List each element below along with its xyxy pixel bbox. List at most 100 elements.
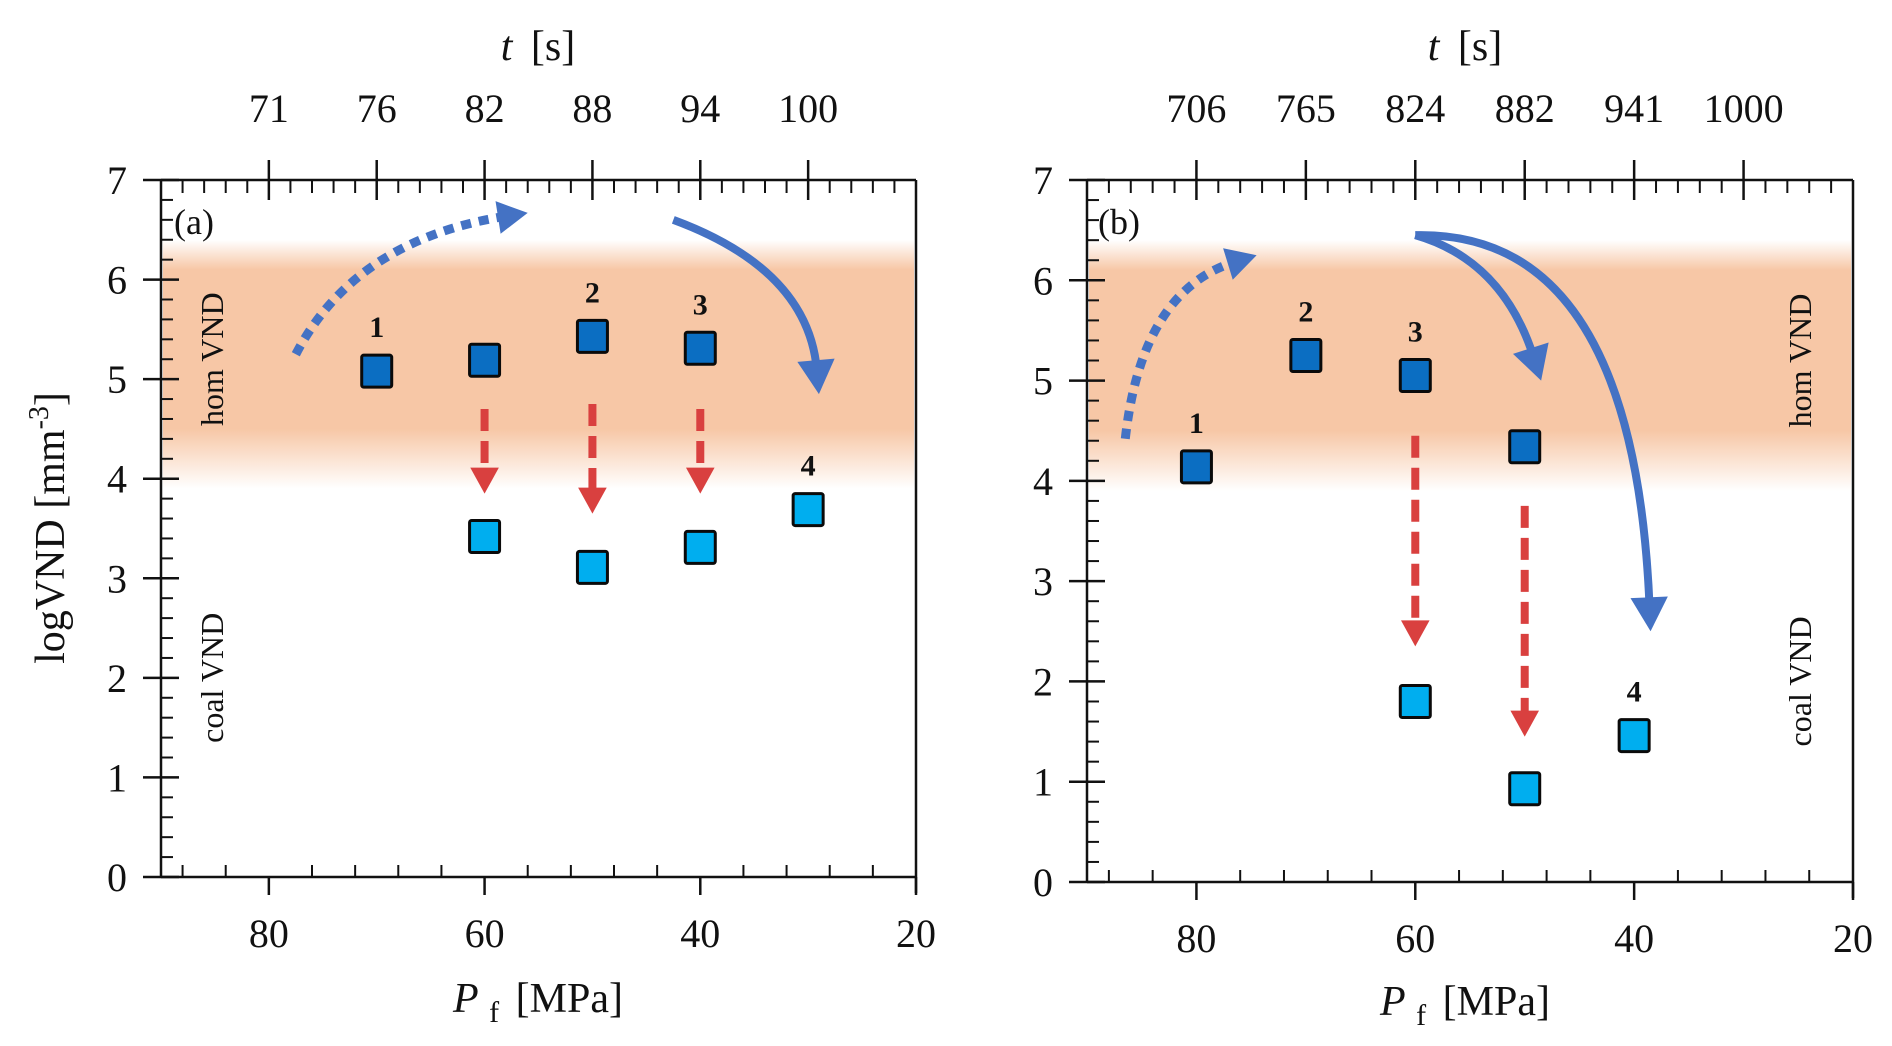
- top-tick-label: 824: [1385, 86, 1445, 131]
- data-point: [575, 549, 609, 585]
- x-axis-var: P: [1379, 979, 1406, 1025]
- red-arrow-head: [578, 487, 607, 514]
- top-axis-title: t [s]: [1428, 24, 1503, 70]
- top-tick-label: 82: [465, 86, 505, 131]
- annotations: [291, 201, 835, 514]
- data-point: [1398, 358, 1432, 394]
- blue-solid-arrow-shaft: [1414, 231, 1538, 359]
- y-tick-label: 4: [107, 457, 127, 502]
- data-point: [1508, 429, 1542, 465]
- top-tick-label: 71: [249, 86, 289, 131]
- point-label: 4: [1627, 676, 1642, 709]
- x-tick-label: 40: [1614, 916, 1654, 961]
- data-point: [683, 529, 717, 565]
- top-tick-label: 76: [357, 86, 397, 131]
- y-axis-main: logVND [mm: [28, 429, 74, 664]
- y-tick-label: 4: [1033, 459, 1053, 504]
- top-tick-label: 765: [1276, 86, 1336, 131]
- y-tick-label: 3: [1033, 559, 1053, 604]
- x-axis-unit: [MPa]: [516, 976, 623, 1022]
- blue-arrow-head: [1630, 596, 1668, 632]
- x-axis-title: P f [MPa]: [452, 976, 623, 1032]
- point-label: 3: [693, 288, 708, 321]
- red-arrow-head: [1510, 710, 1540, 737]
- red-arrow-head: [470, 467, 499, 494]
- hom-vnd-band-rect: [1089, 240, 1851, 491]
- red-arrow-head: [685, 467, 715, 494]
- panel-b: 1 2 3 4 80 60 40 20 706 765 824 882 941 1000 0 1 2 3 4 5 6 7…: [1033, 24, 1873, 1035]
- blue-dotted-arrow-shaft: [291, 211, 507, 357]
- x-tick-label: 40: [680, 911, 720, 956]
- y-tick-label: 2: [107, 656, 127, 701]
- top-tick-label: 882: [1495, 86, 1555, 131]
- region-label-coal: coal VND: [194, 613, 230, 743]
- point-label: 2: [1298, 296, 1313, 329]
- point-label: 1: [1189, 407, 1204, 440]
- point-label: 2: [585, 276, 600, 309]
- blue-solid-arrow-shaft: [1415, 231, 1654, 608]
- y-tick-label: 0: [107, 855, 127, 900]
- top-tick-label: 706: [1166, 86, 1226, 131]
- y-axis-sup: -3: [24, 406, 55, 429]
- panel-label: (b): [1098, 202, 1140, 242]
- data-point: [791, 492, 825, 528]
- axes: 80 60 40 20 71 76 82 88 94 100 0 1 2 3 4 5 6 7: [107, 86, 936, 956]
- region-label-coal: coal VND: [1782, 616, 1818, 746]
- data-point: [1398, 683, 1432, 719]
- top-tick-label: 100: [778, 86, 838, 131]
- top-tick-label: 1000: [1704, 86, 1784, 131]
- blue-solid-arrow-shaft: [671, 216, 821, 371]
- top-axis-title: t [s]: [501, 24, 576, 70]
- top-tick-label: 941: [1604, 86, 1664, 131]
- data-point: [360, 353, 394, 389]
- y-tick-label: 1: [1033, 760, 1053, 805]
- x-tick-label: 20: [1833, 916, 1873, 961]
- x-tick-label: 20: [896, 911, 936, 956]
- y-tick-label: 0: [1033, 860, 1053, 905]
- top-axis-var: t: [501, 24, 514, 70]
- panel-a: 1 2 3 4 80 60 40 20 71 76 82 88 94 100 0 1 2 3 4 5 6 7 (a) h…: [24, 24, 936, 1032]
- hom-vnd-band-rect: [163, 239, 914, 489]
- data-point: [1508, 771, 1542, 807]
- x-tick-label: 60: [465, 911, 505, 956]
- y-axis-title: logVND [mm-3]: [24, 392, 74, 664]
- x-tick-label: 80: [249, 911, 289, 956]
- blue-arrow-head: [495, 201, 528, 234]
- top-axis-unit: [s]: [1458, 24, 1502, 70]
- data-points: 1 2 3 4: [360, 276, 825, 585]
- data-point: [1289, 338, 1323, 373]
- y-tick-label: 1: [107, 755, 127, 800]
- x-axis-title: P f [MPa]: [1379, 979, 1550, 1035]
- x-axis-unit: [MPa]: [1443, 979, 1550, 1025]
- x-tick-label: 80: [1176, 916, 1216, 961]
- hom-vnd-band: [1089, 240, 1851, 491]
- red-arrow-head: [1400, 620, 1430, 647]
- point-label: 4: [801, 450, 816, 483]
- data-point: [683, 330, 717, 366]
- blue-arrow-head: [1223, 248, 1257, 280]
- y-tick-label: 7: [107, 158, 127, 203]
- point-label: 3: [1408, 316, 1423, 349]
- y-tick-label: 6: [1033, 258, 1053, 303]
- panel-label: (a): [174, 202, 214, 242]
- y-tick-label: 5: [107, 357, 127, 402]
- data-point: [468, 518, 502, 554]
- point-label: 1: [369, 311, 384, 344]
- blue-arrow-head: [797, 358, 835, 395]
- hom-vnd-band: [163, 239, 914, 489]
- data-point: [1179, 449, 1213, 485]
- top-axis-var: t: [1428, 24, 1441, 70]
- blue-arrow-head: [1512, 342, 1549, 381]
- region-label-hom: hom VND: [194, 292, 230, 426]
- y-axis-end: ]: [28, 392, 74, 406]
- top-tick-label: 94: [680, 86, 720, 131]
- y-tick-label: 3: [107, 556, 127, 601]
- y-tick-label: 7: [1033, 158, 1053, 203]
- annotations: [1120, 231, 1668, 737]
- top-axis-unit: [s]: [531, 24, 575, 70]
- y-tick-label: 2: [1033, 659, 1053, 704]
- y-tick-label: 6: [107, 258, 127, 303]
- data-point: [575, 318, 609, 354]
- x-axis-sub: f: [489, 996, 499, 1029]
